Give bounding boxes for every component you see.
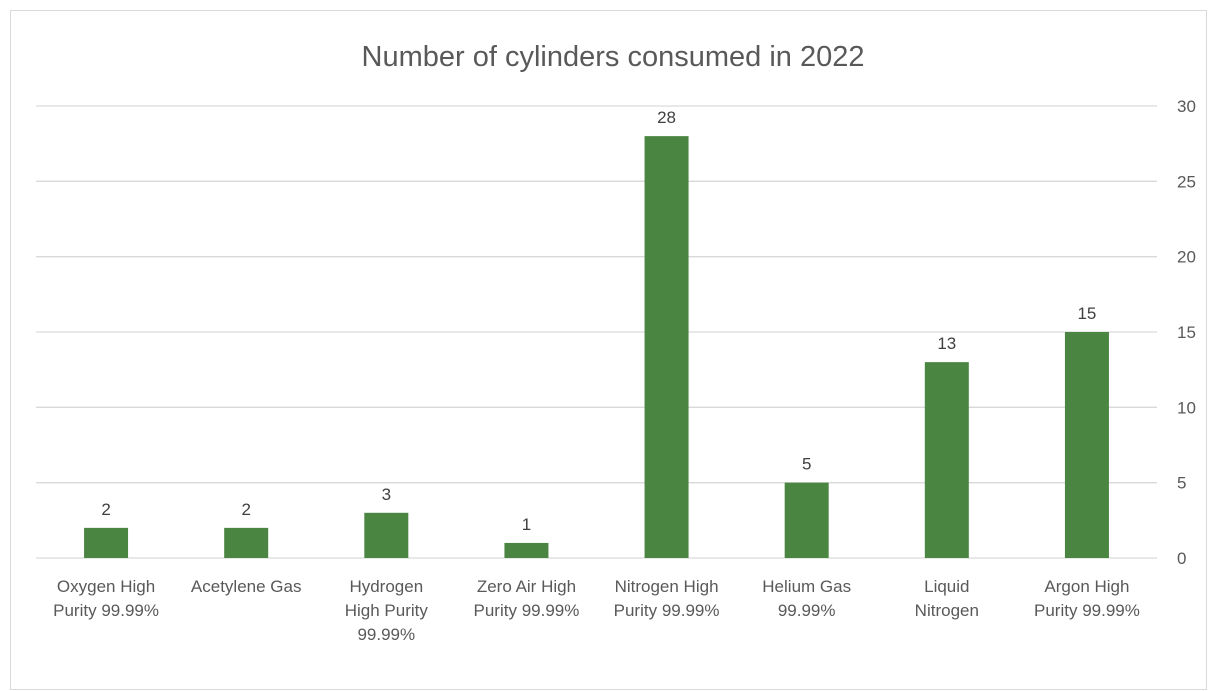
category-labels: Oxygen High Purity 99.99% Acetylene Gas Hyd… — [53, 577, 1140, 644]
category-label-line: Liquid — [924, 577, 969, 596]
category-label-line: 99.99% — [357, 625, 415, 644]
bar — [504, 542, 549, 558]
bar — [924, 362, 969, 558]
y-tick-label: 20 — [1177, 248, 1196, 267]
category-label-line: Nitrogen — [915, 601, 979, 620]
category-label: Hydrogen High Purity 99.99% — [345, 577, 429, 644]
bar — [784, 482, 829, 558]
category-label-line: Purity 99.99% — [53, 601, 159, 620]
category-label-line: Purity 99.99% — [1034, 601, 1140, 620]
bar — [364, 512, 409, 558]
bar — [644, 136, 689, 558]
y-tick-label: 15 — [1177, 323, 1196, 342]
bars — [84, 136, 1109, 558]
data-label: 3 — [382, 485, 391, 504]
category-label: Acetylene Gas — [191, 577, 302, 596]
chart-frame: Number of cylinders consumed in 2022 0 5 1… — [10, 10, 1207, 690]
y-tick-label: 5 — [1177, 474, 1186, 493]
category-label: Oxygen High Purity 99.99% — [53, 577, 159, 620]
y-tick-label: 25 — [1177, 172, 1196, 191]
y-axis-tick-labels: 0 5 10 15 20 25 30 — [1177, 97, 1196, 568]
category-label-line: 99.99% — [778, 601, 836, 620]
chart-title: Number of cylinders consumed in 2022 — [362, 41, 865, 73]
data-label: 5 — [802, 455, 811, 474]
y-tick-label: 10 — [1177, 398, 1196, 417]
data-label: 28 — [657, 108, 676, 127]
category-label-line: Oxygen High — [57, 577, 155, 596]
data-label: 1 — [522, 515, 531, 534]
category-label-line: Zero Air High — [477, 577, 576, 596]
bar-chart: Number of cylinders consumed in 2022 0 5 1… — [36, 41, 1196, 644]
data-label: 2 — [101, 500, 110, 519]
category-label-line: Purity 99.99% — [474, 601, 580, 620]
y-tick-label: 30 — [1177, 97, 1196, 116]
category-label-line: High Purity — [345, 601, 429, 620]
data-labels: 2 2 3 1 28 5 13 15 — [101, 108, 1096, 534]
category-label: Helium Gas 99.99% — [762, 577, 851, 620]
category-label-line: Argon High — [1044, 577, 1129, 596]
bar — [84, 527, 129, 558]
category-label: Liquid Nitrogen — [915, 577, 979, 620]
category-label-line: Purity 99.99% — [614, 601, 720, 620]
gridlines — [36, 105, 1157, 559]
category-label: Nitrogen High Purity 99.99% — [614, 577, 720, 620]
category-label-line: Acetylene Gas — [191, 577, 302, 596]
category-label: Zero Air High Purity 99.99% — [474, 577, 580, 620]
y-tick-label: 0 — [1177, 549, 1186, 568]
category-label-line: Helium Gas — [762, 577, 851, 596]
data-label: 2 — [241, 500, 250, 519]
data-label: 13 — [937, 334, 956, 353]
category-label-line: Hydrogen — [349, 577, 423, 596]
bar — [224, 527, 269, 558]
category-label: Argon High Purity 99.99% — [1034, 577, 1140, 620]
data-label: 15 — [1077, 304, 1096, 323]
category-label-line: Nitrogen High — [615, 577, 719, 596]
bar — [1064, 332, 1109, 558]
